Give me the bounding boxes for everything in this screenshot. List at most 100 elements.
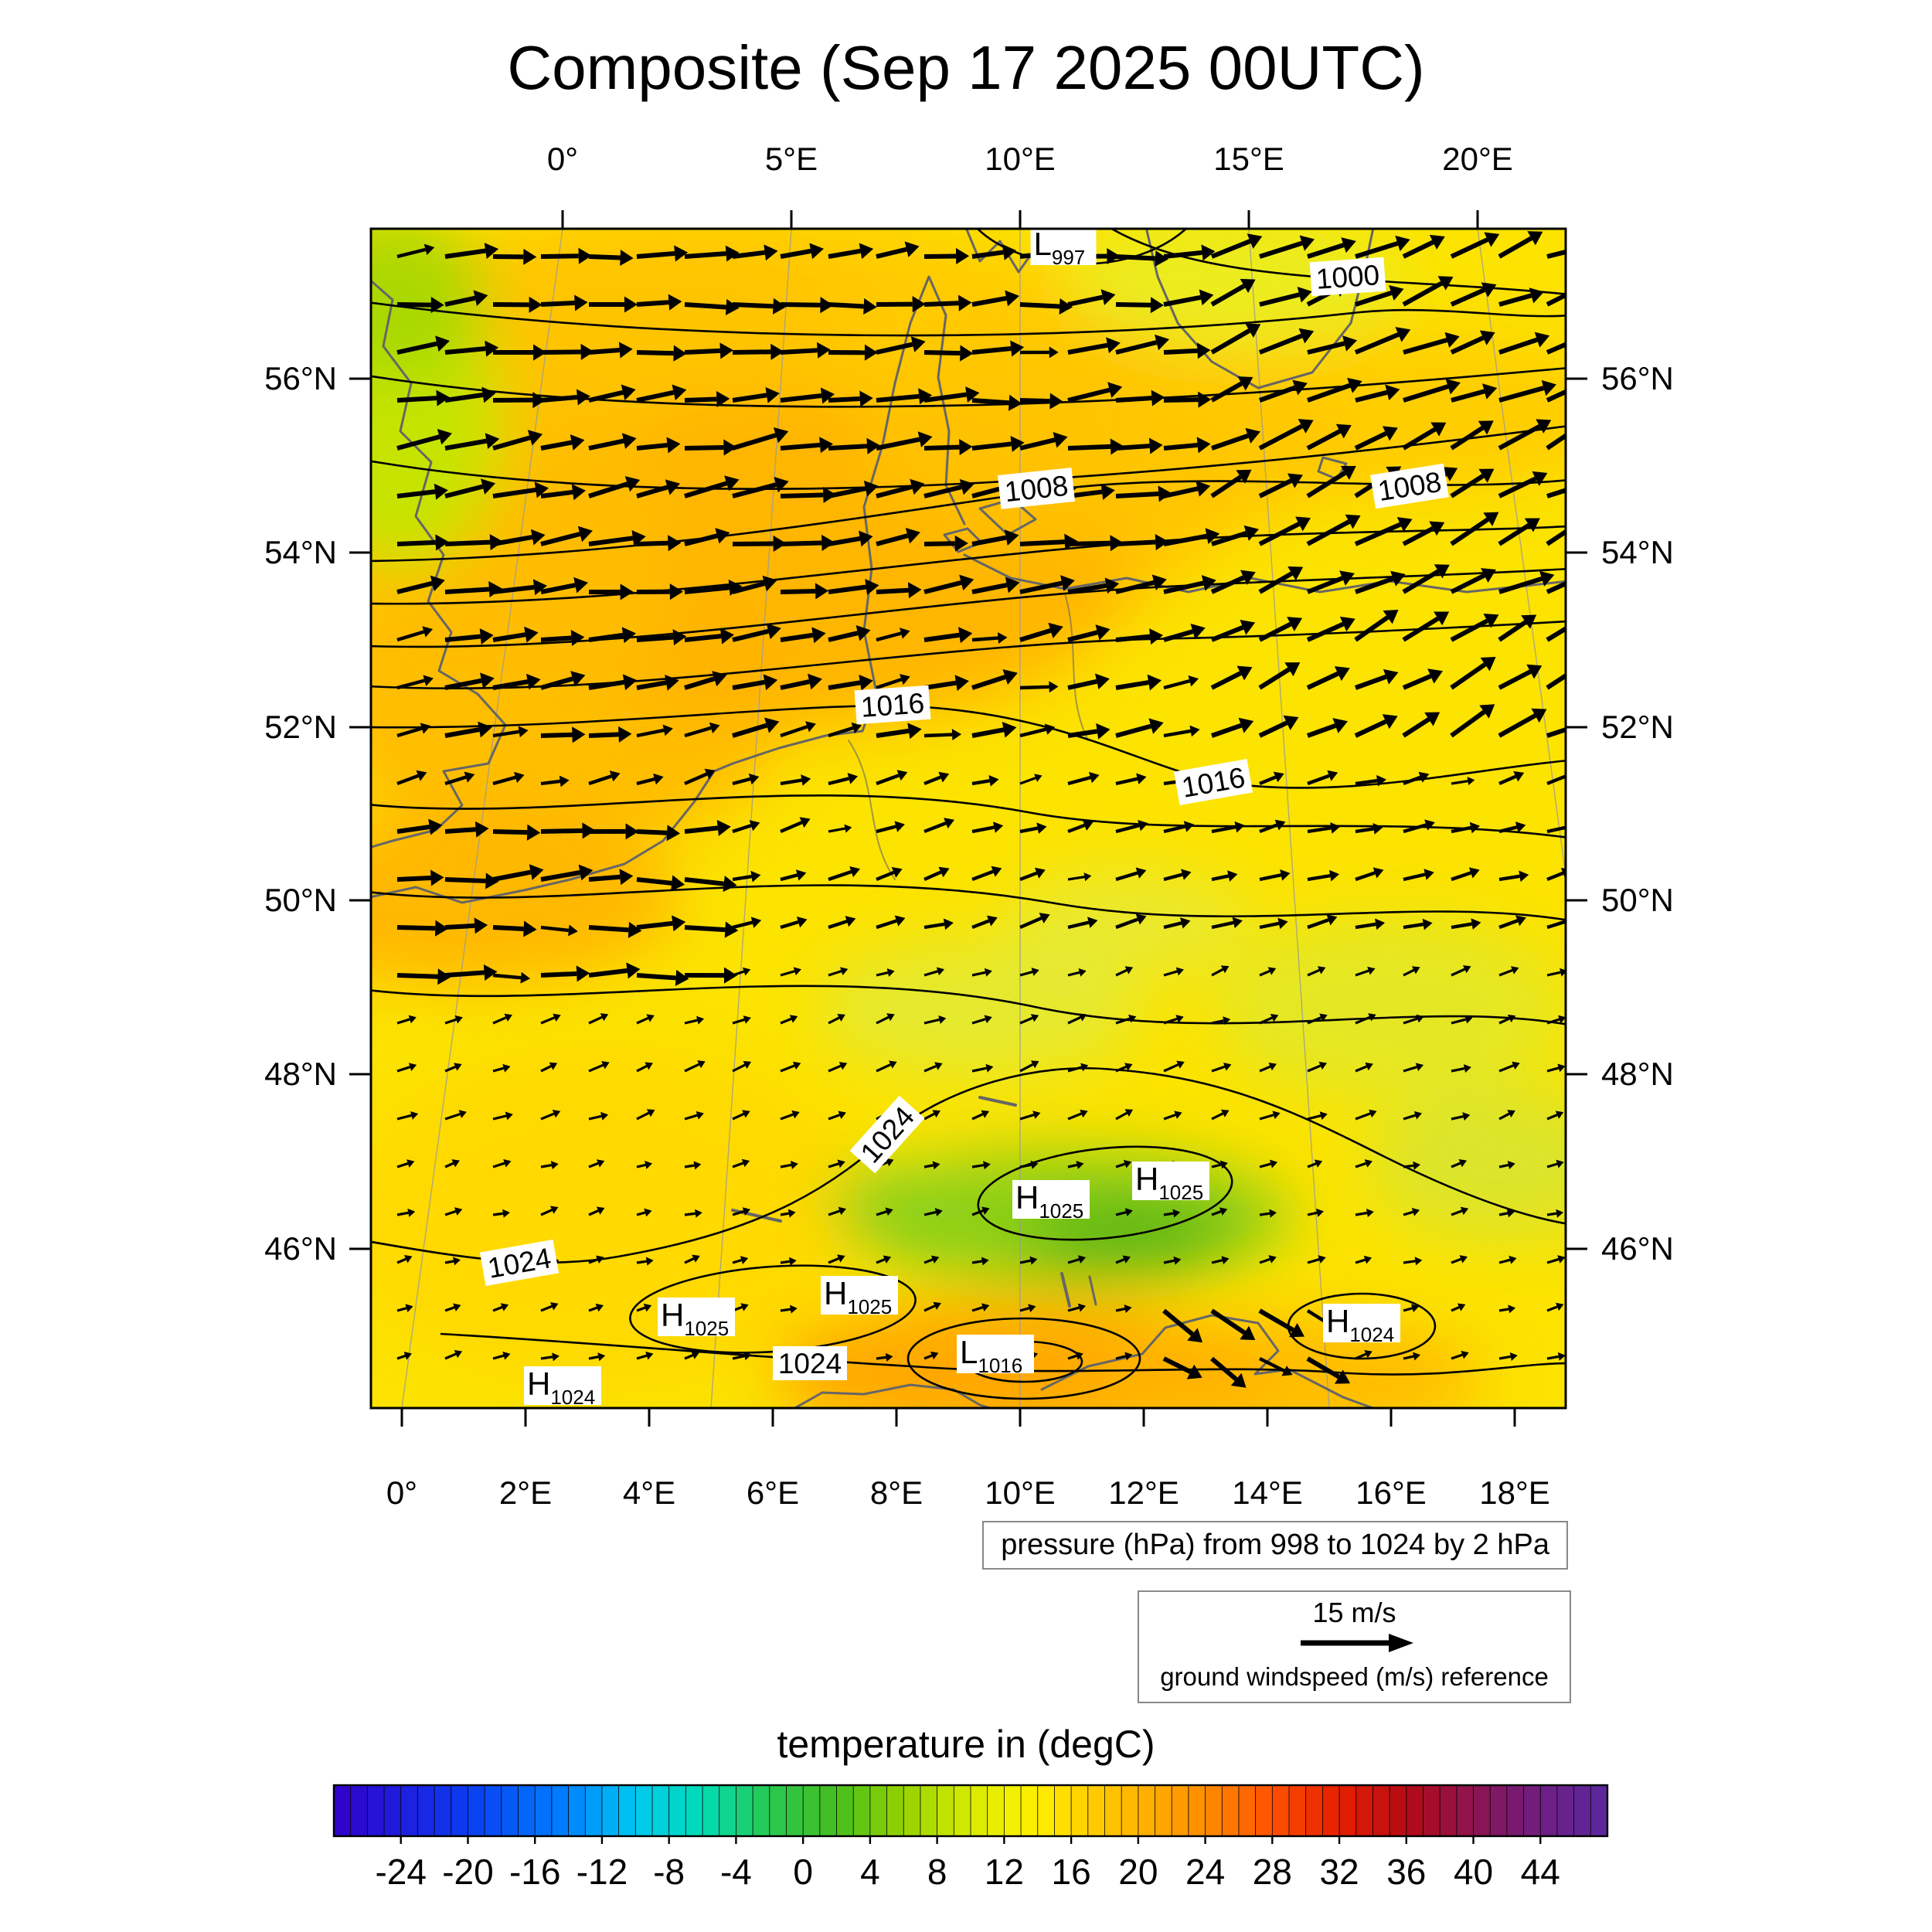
polygon-shape [859, 674, 873, 691]
polygon-shape [886, 968, 895, 977]
line-shape [876, 437, 920, 451]
line-shape [780, 1113, 794, 1121]
rect-shape [584, 1784, 603, 1837]
line-shape [1211, 434, 1249, 451]
rect-shape [886, 1784, 905, 1837]
wind-arrow [1355, 1062, 1373, 1073]
wind-arrow [1355, 1209, 1374, 1218]
axis-label: 12°E [1108, 1475, 1179, 1511]
rect-shape [1539, 1784, 1558, 1837]
pressure-center-h1025: H1025 [1012, 1179, 1090, 1223]
polygon-shape [943, 918, 954, 930]
line-shape [1354, 674, 1387, 690]
line-shape [444, 346, 486, 355]
wind-arrow [1259, 771, 1284, 786]
polygon-shape [1515, 821, 1526, 833]
polygon-shape [502, 1209, 510, 1218]
line-shape [1402, 281, 1444, 307]
wind-arrow [492, 1013, 512, 1025]
wind-arrow [1115, 1304, 1132, 1314]
line-shape [1019, 685, 1049, 690]
wind-arrow [828, 298, 877, 315]
wind-arrow [1211, 1016, 1231, 1026]
polygon-shape [1149, 628, 1164, 645]
line-shape [1067, 971, 1080, 977]
polygon-shape [600, 1013, 609, 1022]
wind-arrow [1307, 914, 1338, 930]
wind-arrow [1067, 624, 1111, 642]
line-shape [1115, 969, 1128, 977]
line-shape [828, 302, 864, 309]
polygon-shape [620, 249, 634, 267]
polygon-shape [1060, 575, 1075, 591]
line-shape [1354, 576, 1394, 594]
colorbar-tick-label: 36 [1386, 1852, 1426, 1892]
line-shape [1498, 1258, 1511, 1264]
polygon-shape [622, 674, 638, 691]
polygon-shape [618, 726, 632, 743]
wind-arrow [540, 434, 585, 451]
polygon-shape [1274, 819, 1286, 831]
wind-arrow [444, 1063, 462, 1073]
wind-arrow [540, 775, 570, 787]
line-shape [1403, 1355, 1414, 1360]
wind-arrow [1163, 1111, 1182, 1121]
polygon-shape [1385, 384, 1400, 401]
line-shape [444, 587, 490, 594]
polygon-shape [624, 476, 641, 492]
wind-arrow [1115, 913, 1147, 930]
line-shape [1403, 1164, 1414, 1168]
wind-arrow [780, 1160, 798, 1169]
line-shape [492, 1066, 505, 1073]
polygon-shape [1413, 1111, 1423, 1120]
wind-arrow [396, 1111, 419, 1121]
polygon-shape [932, 1110, 940, 1118]
wind-arrow [1306, 1356, 1351, 1384]
wind-arrow [396, 1255, 413, 1264]
polygon-shape [889, 1060, 897, 1069]
wind-arrow [588, 384, 636, 403]
polygon-shape [553, 1013, 561, 1022]
line-shape [396, 434, 440, 451]
text-shape: H1025 [1015, 1179, 1083, 1223]
line-shape [1067, 679, 1097, 690]
polygon-shape [1227, 870, 1238, 882]
line-shape [923, 1112, 935, 1121]
polygon-shape [474, 821, 489, 838]
wind-arrow [636, 294, 682, 311]
line-shape [396, 1114, 412, 1121]
line-shape [1450, 335, 1485, 355]
polygon-shape [1581, 512, 1597, 526]
wind-arrow [1451, 1064, 1471, 1073]
line-shape [1019, 580, 1063, 594]
polygon-shape [1049, 393, 1063, 410]
rect-shape [1104, 1784, 1123, 1837]
rect-shape [997, 468, 1076, 509]
line-shape [1067, 1112, 1082, 1121]
polygon-shape [1418, 771, 1430, 783]
wind-arrow [396, 770, 427, 786]
line-shape [876, 1210, 887, 1216]
line-shape [710, 229, 792, 1408]
wind-arrow [1403, 1207, 1420, 1216]
line-shape [1450, 287, 1486, 307]
lake-garda [1060, 1272, 1071, 1308]
line-shape [588, 774, 612, 786]
polygon-shape [1179, 917, 1191, 929]
polygon-shape [1339, 616, 1355, 632]
line-shape [1355, 1015, 1371, 1025]
polygon-shape [863, 298, 877, 315]
line-shape [636, 1260, 647, 1264]
wind-arrow [444, 1159, 460, 1168]
wind-arrow [1354, 610, 1399, 642]
polygon-shape [1187, 1328, 1203, 1343]
wind-arrow [492, 1303, 509, 1312]
line-shape [1163, 921, 1182, 930]
line-shape [1210, 239, 1251, 259]
polygon-shape [1080, 1109, 1088, 1118]
wind-arrow [396, 1015, 417, 1025]
wind-arrow [876, 1207, 893, 1216]
polygon-shape [1461, 1350, 1469, 1359]
wind-arrow [444, 290, 488, 307]
